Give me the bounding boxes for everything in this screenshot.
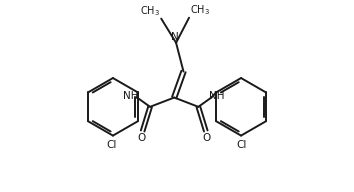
Text: CH$_3$: CH$_3$ — [190, 3, 210, 17]
Text: O: O — [138, 133, 146, 143]
Text: N: N — [171, 32, 179, 42]
Text: CH$_3$: CH$_3$ — [140, 4, 160, 18]
Text: Cl: Cl — [107, 140, 117, 150]
Text: Cl: Cl — [237, 140, 247, 150]
Text: NH: NH — [124, 91, 139, 101]
Text: O: O — [202, 133, 211, 143]
Text: NH: NH — [210, 91, 225, 101]
